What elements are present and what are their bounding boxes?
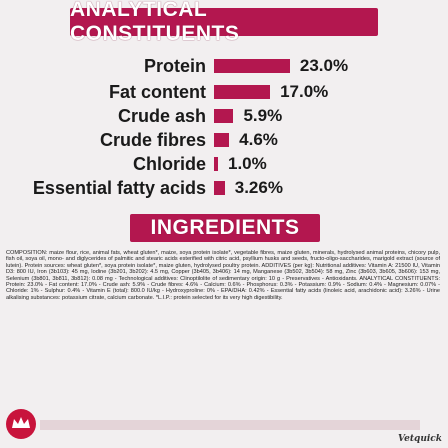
constituent-row: Fat content 17.0%: [0, 82, 448, 102]
constituent-bar: [214, 109, 234, 123]
constituent-label: Essential fatty acids: [32, 177, 206, 198]
constituent-row: Crude fibres 4.6%: [0, 130, 448, 150]
vetquick-watermark: Vetquick: [397, 434, 442, 444]
constituent-value: 1.0%: [228, 154, 267, 173]
ingredients-text: COMPOSITION: maize flour, rice, animal f…: [6, 250, 440, 301]
constituent-bar: [214, 133, 230, 147]
analytical-constituents-banner: ANALYTICAL CONSTITUENTS: [70, 0, 378, 45]
constituent-value: 23.0%: [299, 56, 349, 75]
constituent-bar: [214, 181, 225, 195]
constituent-row: Chloride 1.0%: [0, 154, 448, 174]
constituent-row: Protein 23.0%: [0, 56, 448, 76]
constituent-row: Essential fatty acids 3.26%: [0, 178, 448, 198]
constituent-label: Protein: [143, 55, 206, 76]
constituent-bar: [214, 59, 290, 73]
constituent-label: Chloride: [132, 153, 206, 174]
ingredients-banner: INGREDIENTS: [130, 214, 320, 242]
constituent-label: Fat content: [109, 81, 206, 102]
constituent-value: 3.26%: [234, 178, 283, 197]
footer-stripe: [40, 420, 420, 430]
royal-canin-crown-logo: [6, 409, 36, 439]
constituent-label: Crude ash: [117, 105, 206, 126]
constituent-label: Crude fibres: [99, 129, 206, 150]
analytical-constituents-title: ANALYTICAL CONSTITUENTS: [70, 0, 240, 45]
constituent-bar: [214, 157, 218, 171]
constituent-bar: [214, 85, 271, 99]
constituent-row: Crude ash 5.9%: [0, 106, 448, 126]
constituent-value: 17.0%: [280, 82, 329, 101]
constituent-value: 5.9%: [243, 106, 283, 125]
ingredients-title: INGREDIENTS: [150, 216, 300, 239]
constituent-value: 4.6%: [239, 130, 278, 149]
